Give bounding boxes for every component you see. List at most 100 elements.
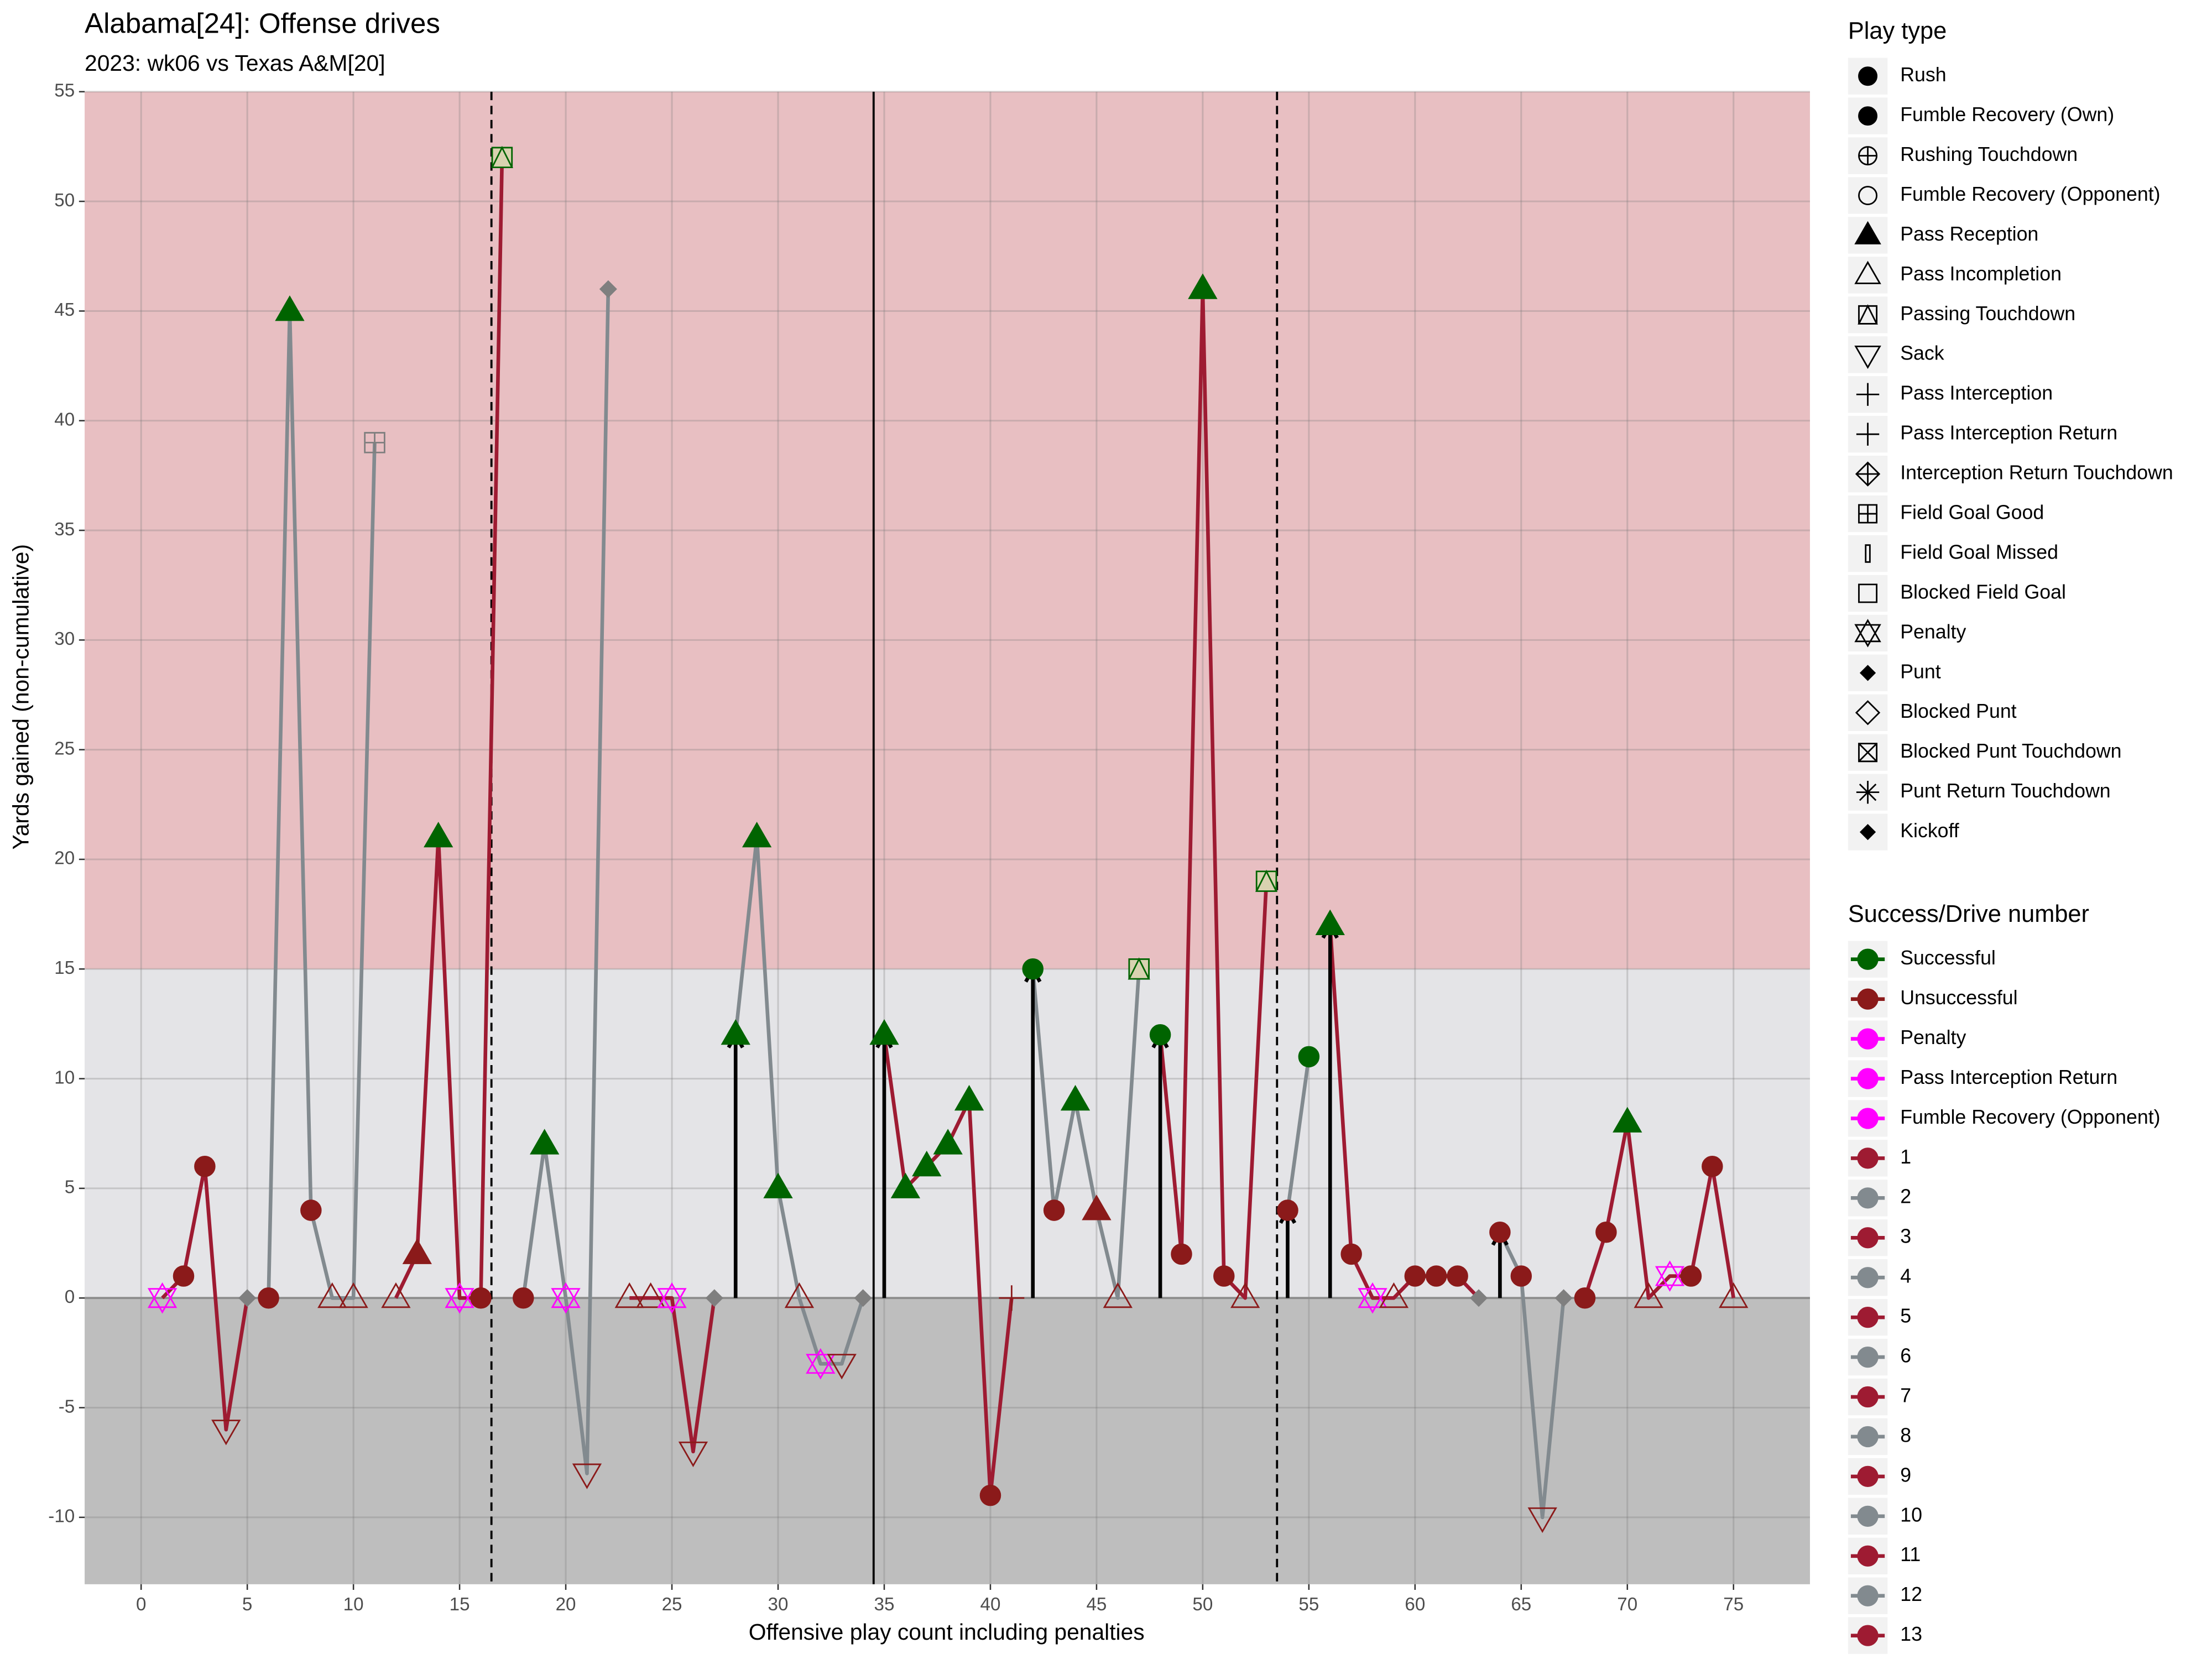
point (954, 1084, 984, 1111)
legend-label: Blocked Punt Touchdown (1900, 740, 2121, 762)
legend-dot (1857, 1346, 1879, 1368)
point (1298, 1046, 1320, 1068)
point (933, 1129, 963, 1155)
x-tick-label: 40 (980, 1594, 1001, 1615)
point (1404, 1265, 1426, 1287)
point (338, 1282, 368, 1308)
point (657, 1282, 687, 1314)
legend-key (1848, 177, 1888, 214)
point (424, 821, 453, 848)
y-tick-label: 50 (54, 190, 75, 211)
point (364, 432, 385, 453)
point (1655, 1260, 1685, 1292)
point (869, 1019, 899, 1045)
legend-label: Pass Interception Return (1900, 422, 2117, 444)
point (238, 1289, 257, 1307)
legend-label: Fumble Recovery (Opponent) (1900, 183, 2160, 205)
point (1128, 957, 1150, 980)
point (1277, 1199, 1298, 1221)
drive-line (1583, 1120, 1736, 1300)
point (999, 1285, 1025, 1311)
drive-line (1286, 1056, 1311, 1211)
point (912, 1150, 942, 1177)
legend-label: Pass Interception (1900, 382, 2053, 404)
legend-dot (1857, 1267, 1879, 1288)
point (1149, 1024, 1171, 1046)
point (551, 1282, 581, 1314)
legend-label: Passing Touchdown (1900, 302, 2075, 325)
legend-label: Blocked Field Goal (1900, 581, 2066, 603)
point (445, 1282, 474, 1314)
point (979, 1484, 1001, 1506)
legend-dot (1857, 1307, 1879, 1328)
legend-symbol (1858, 743, 1878, 763)
legend-label: Fumble Recovery (Opponent) (1900, 1106, 2160, 1128)
x-tick-label: 30 (768, 1594, 789, 1615)
legend-label: 7 (1900, 1384, 1911, 1406)
point (1425, 1265, 1447, 1287)
x-axis-label: Offensive play count including penalties (749, 1619, 1145, 1645)
x-tick-label: 0 (136, 1594, 146, 1615)
point (1510, 1265, 1532, 1287)
point (470, 1287, 492, 1309)
x-tick-label: 35 (874, 1594, 895, 1615)
x-tick-label: 60 (1405, 1594, 1425, 1615)
point (1613, 1107, 1642, 1133)
legend-label: Unsuccessful (1900, 987, 2017, 1009)
point (1447, 1265, 1468, 1287)
legend-symbol (1858, 186, 1878, 206)
point (1469, 1289, 1488, 1307)
point (784, 1282, 815, 1308)
legend-label: Pass Interception Return (1900, 1066, 2117, 1088)
legend-label: 1 (1900, 1146, 1911, 1168)
legend-key (1848, 694, 1888, 731)
legend-label: Interception Return Touchdown (1900, 462, 2173, 484)
legend-dot (1857, 948, 1879, 970)
legend-label: Field Goal Good (1900, 502, 2044, 524)
x-tick-label: 75 (1723, 1594, 1744, 1615)
legend-symbol (1858, 106, 1878, 126)
legend-symbol (1854, 346, 1881, 369)
point (1171, 1243, 1192, 1265)
x-tick-label: 70 (1617, 1594, 1637, 1615)
point (530, 1129, 560, 1155)
point (402, 1238, 432, 1264)
legend-label: 12 (1900, 1583, 1922, 1605)
point (1702, 1155, 1723, 1177)
x-tick-label: 65 (1511, 1594, 1531, 1615)
legend-symbol (1854, 221, 1881, 244)
x-tick-label: 5 (242, 1594, 252, 1615)
point (1595, 1221, 1617, 1243)
legend-label: Rush (1900, 64, 1946, 86)
legend-symbol (1854, 260, 1881, 284)
legend-key (1848, 535, 1888, 572)
legend-label: 5 (1900, 1305, 1911, 1327)
legend-title: Play type (1848, 18, 1947, 44)
legend-label: 4 (1900, 1265, 1911, 1287)
legend-label: 3 (1900, 1225, 1911, 1248)
x-tick-label: 10 (343, 1594, 364, 1615)
legend-label: Penalty (1900, 620, 1966, 643)
point (1255, 869, 1278, 892)
legend-dot (1857, 1187, 1879, 1209)
legend-symbol (1856, 383, 1880, 406)
point (1634, 1282, 1663, 1308)
legend-label: 9 (1900, 1464, 1911, 1486)
legend-symbol (1858, 66, 1878, 86)
point (678, 1441, 708, 1468)
point (258, 1287, 279, 1309)
legend-symbol (1858, 304, 1878, 325)
point (763, 1172, 793, 1198)
point (275, 295, 305, 321)
legend-dot (1857, 1068, 1879, 1089)
legend-label: 13 (1900, 1623, 1922, 1645)
y-tick-label: -10 (48, 1506, 75, 1527)
point (211, 1420, 241, 1446)
drive-line (1158, 287, 1269, 1300)
legend-dot (1857, 1465, 1879, 1488)
y-tick-label: 10 (54, 1067, 75, 1088)
legend-dot (1857, 1426, 1879, 1448)
y-tick-label: 35 (54, 519, 75, 540)
